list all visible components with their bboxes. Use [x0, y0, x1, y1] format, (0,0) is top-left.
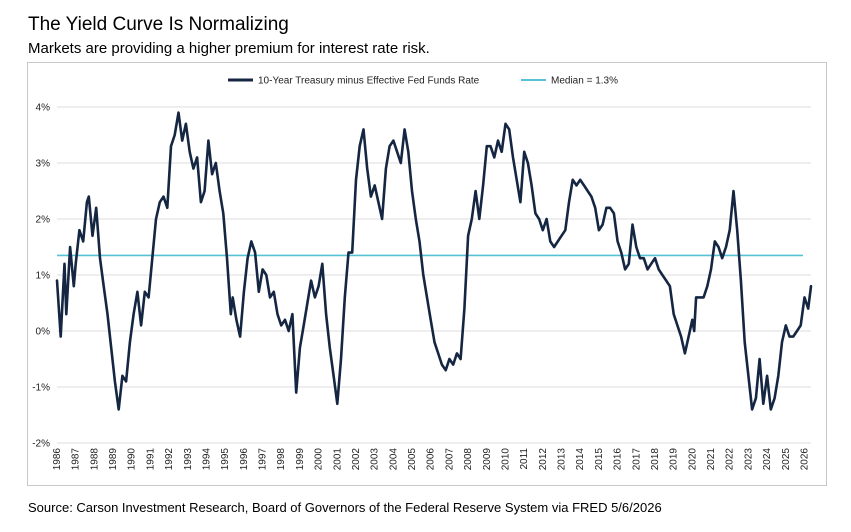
x-tick-label: 1989: [108, 448, 119, 471]
x-tick-label: 2015: [594, 448, 605, 471]
x-tick-label: 2002: [351, 448, 362, 471]
legend-label-median: Median = 1.3%: [551, 76, 618, 87]
y-tick-label: 4%: [36, 103, 51, 114]
x-tick-label: 1997: [258, 448, 269, 471]
y-tick-label: -2%: [32, 439, 50, 450]
x-tick-label: 2025: [781, 448, 792, 471]
chart-title: The Yield Curve Is Normalizing: [28, 14, 289, 35]
x-tick-label: 2007: [444, 448, 455, 471]
y-tick-label: 3%: [36, 159, 51, 170]
x-tick-label: 1992: [164, 448, 175, 471]
x-tick-label: 2021: [706, 448, 717, 471]
x-tick-label: 2013: [557, 448, 568, 471]
x-tick-label: 2022: [725, 448, 736, 471]
y-tick-label: 1%: [36, 271, 51, 282]
x-tick-label: 2005: [407, 448, 418, 471]
x-tick-label: 1987: [71, 448, 82, 471]
x-tick-label: 2026: [799, 448, 810, 471]
y-tick-label: -1%: [32, 383, 50, 394]
x-tick-label: 2008: [463, 448, 474, 471]
x-tick-label: 2017: [631, 448, 642, 471]
x-tick-label: 2004: [388, 448, 399, 471]
x-tick-label: 2006: [426, 448, 437, 471]
x-tick-label: 1991: [145, 448, 156, 471]
x-tick-label: 2009: [482, 448, 493, 471]
x-tick-label: 2014: [575, 448, 586, 471]
y-tick-label: 2%: [36, 215, 51, 226]
x-tick-label: 2023: [743, 448, 754, 471]
x-tick-label: 1995: [220, 448, 231, 471]
x-tick-label: 2019: [669, 448, 680, 471]
source-note: Source: Carson Investment Research, Boar…: [28, 500, 662, 515]
legend-label-spread: 10-Year Treasury minus Effective Fed Fun…: [258, 76, 480, 87]
x-tick-label: 2020: [687, 448, 698, 471]
x-tick-label: 2024: [762, 448, 773, 471]
x-tick-label: 1986: [52, 448, 63, 471]
x-tick-label: 1998: [276, 448, 287, 471]
spread-series-line: [55, 111, 813, 411]
x-tick-label: 1999: [295, 448, 306, 471]
x-tick-label: 2000: [314, 448, 325, 471]
x-tick-label: 1993: [183, 448, 194, 471]
x-tick-label: 2001: [332, 448, 343, 471]
x-tick-label: 2018: [650, 448, 661, 471]
x-tick-label: 2016: [613, 448, 624, 471]
x-tick-label: 2003: [370, 448, 381, 471]
x-tick-label: 2010: [500, 448, 511, 471]
x-tick-label: 1988: [89, 448, 100, 471]
x-tick-label: 2012: [538, 448, 549, 471]
y-tick-label: 0%: [36, 327, 51, 338]
chart-frame: [27, 62, 827, 486]
x-tick-label: 2011: [519, 448, 530, 470]
x-tick-label: 1996: [239, 448, 250, 471]
chart-subtitle: Markets are providing a higher premium f…: [28, 40, 430, 57]
x-tick-label: 1990: [127, 448, 138, 471]
x-tick-label: 1994: [201, 448, 212, 471]
